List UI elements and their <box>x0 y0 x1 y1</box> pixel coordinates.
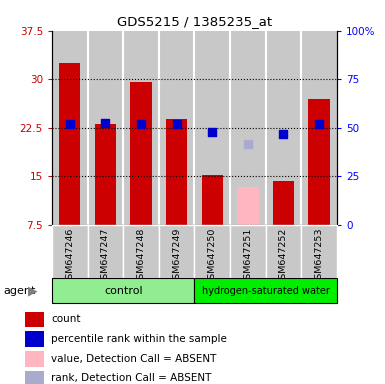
Bar <box>194 225 230 278</box>
Bar <box>159 225 194 278</box>
Text: GSM647253: GSM647253 <box>315 227 323 285</box>
Bar <box>88 31 123 225</box>
Text: ▶: ▶ <box>28 284 38 297</box>
Title: GDS5215 / 1385235_at: GDS5215 / 1385235_at <box>117 15 272 28</box>
Text: GSM647248: GSM647248 <box>137 227 146 285</box>
Text: GSM647251: GSM647251 <box>243 227 252 285</box>
Bar <box>301 31 337 225</box>
Bar <box>159 31 194 225</box>
Bar <box>25 351 44 367</box>
Text: rank, Detection Call = ABSENT: rank, Detection Call = ABSENT <box>51 374 211 384</box>
Text: percentile rank within the sample: percentile rank within the sample <box>51 334 227 344</box>
Text: agent: agent <box>4 286 36 296</box>
Bar <box>25 371 44 384</box>
Point <box>316 121 322 127</box>
Bar <box>52 225 88 278</box>
Bar <box>266 225 301 278</box>
Bar <box>237 187 259 225</box>
Bar <box>230 31 266 225</box>
Text: control: control <box>104 286 142 296</box>
Bar <box>202 175 223 225</box>
Point <box>102 119 109 126</box>
Bar <box>25 311 44 327</box>
Point <box>174 121 180 127</box>
Bar <box>130 83 152 225</box>
Text: GSM647247: GSM647247 <box>101 227 110 285</box>
Bar <box>52 278 194 303</box>
Point <box>138 121 144 127</box>
Point <box>280 131 286 137</box>
Point <box>67 121 73 127</box>
Bar <box>301 225 337 278</box>
Bar <box>308 99 330 225</box>
Text: GSM647252: GSM647252 <box>279 227 288 285</box>
Text: value, Detection Call = ABSENT: value, Detection Call = ABSENT <box>51 354 216 364</box>
Bar <box>166 119 187 225</box>
Text: GSM647246: GSM647246 <box>65 227 74 285</box>
Bar <box>25 331 44 347</box>
Bar <box>123 225 159 278</box>
Text: GSM647250: GSM647250 <box>208 227 217 285</box>
Bar <box>59 63 80 225</box>
Bar <box>123 31 159 225</box>
Text: hydrogen-saturated water: hydrogen-saturated water <box>202 286 330 296</box>
Point <box>209 129 215 135</box>
Point <box>245 141 251 147</box>
Bar <box>273 181 294 225</box>
Bar <box>88 225 123 278</box>
Bar <box>266 31 301 225</box>
Bar <box>194 278 337 303</box>
Text: GSM647249: GSM647249 <box>172 227 181 285</box>
Bar <box>95 124 116 225</box>
Text: count: count <box>51 314 80 324</box>
Bar <box>230 225 266 278</box>
Bar <box>52 31 88 225</box>
Bar <box>194 31 230 225</box>
